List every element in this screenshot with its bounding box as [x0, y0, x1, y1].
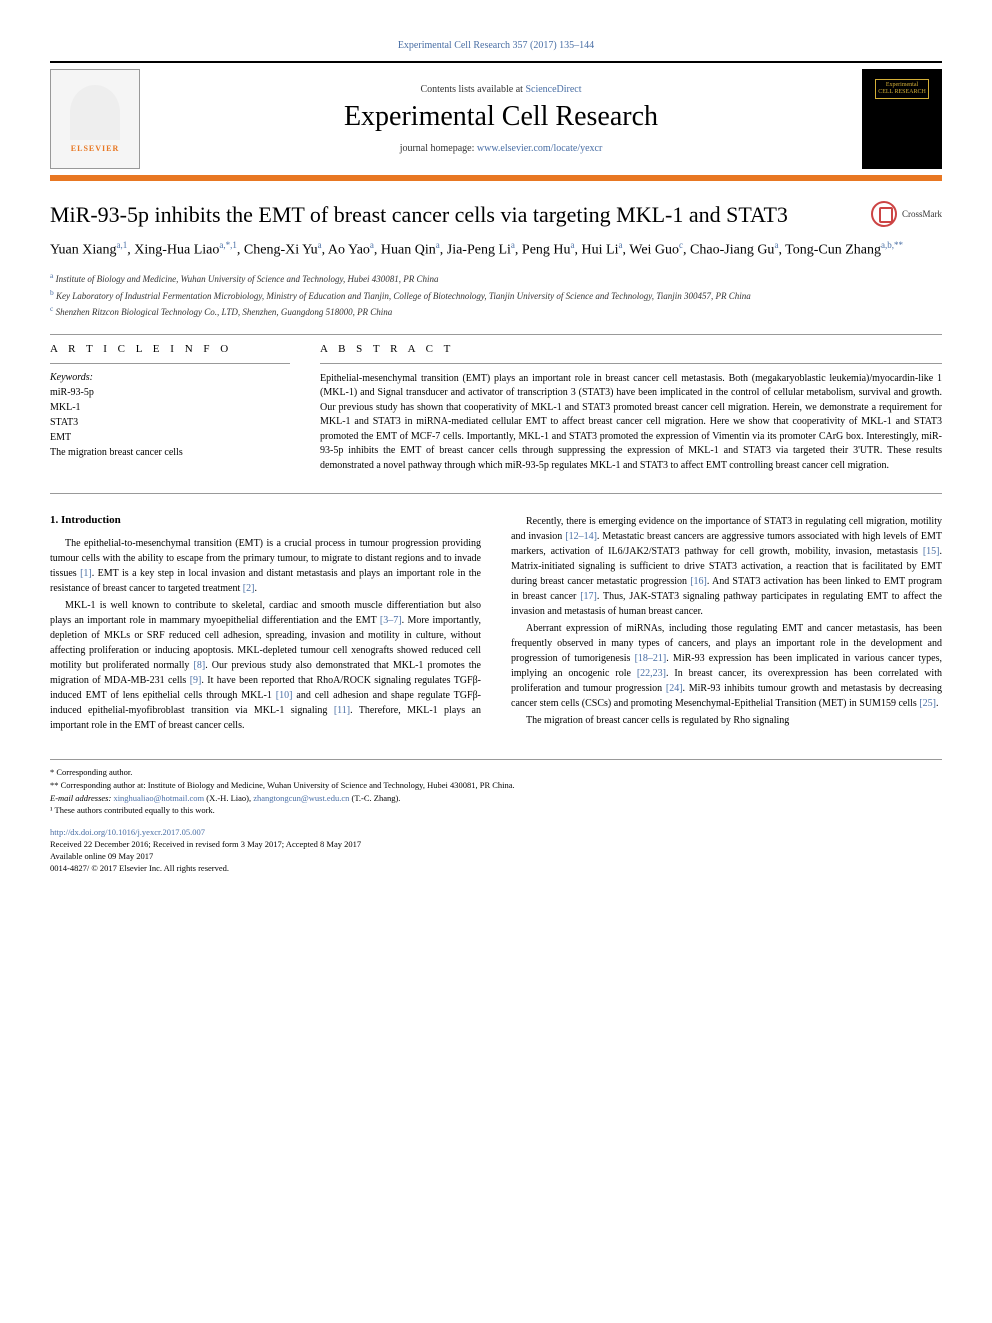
affiliation-item: c Shenzhen Ritzcon Biological Technology…	[50, 303, 942, 320]
body-paragraph: The migration of breast cancer cells is …	[511, 713, 942, 728]
citation-link[interactable]: [25]	[919, 698, 936, 709]
header-citation: Experimental Cell Research 357 (2017) 13…	[50, 40, 942, 51]
article-info-heading: A R T I C L E I N F O	[50, 343, 290, 355]
citation-link[interactable]: [1]	[80, 568, 92, 579]
citation-link[interactable]: [2]	[243, 583, 255, 594]
affiliations: a Institute of Biology and Medicine, Wuh…	[50, 270, 942, 320]
abstract-block: A B S T R A C T Epithelial-mesenchymal t…	[320, 343, 942, 474]
received-line: Received 22 December 2016; Received in r…	[50, 839, 361, 849]
affiliation-item: b Key Laboratory of Industrial Fermentat…	[50, 287, 942, 304]
elsevier-tree-icon	[70, 85, 120, 140]
author-list: Yuan Xianga,1, Xing-Hua Liaoa,*,1, Cheng…	[50, 239, 942, 261]
keywords-list: miR-93-5pMKL-1STAT3EMTThe migration brea…	[50, 385, 290, 460]
doi-link[interactable]: http://dx.doi.org/10.1016/j.yexcr.2017.0…	[50, 827, 205, 837]
email-line: E-mail addresses: xinghualiao@hotmail.co…	[50, 792, 942, 805]
body-paragraph: MKL-1 is well known to contribute to ske…	[50, 598, 481, 733]
keyword-item: STAT3	[50, 415, 290, 430]
citation-link[interactable]: [8]	[194, 660, 206, 671]
citation-link[interactable]: [17]	[580, 591, 597, 602]
contents-line: Contents lists available at ScienceDirec…	[140, 84, 862, 95]
abstract-text: Epithelial-mesenchymal transition (EMT) …	[320, 372, 942, 474]
divider	[50, 493, 942, 494]
body-paragraph: The epithelial-to-mesenchymal transition…	[50, 536, 481, 596]
affiliation-item: a Institute of Biology and Medicine, Wuh…	[50, 270, 942, 287]
citation-link[interactable]: [9]	[190, 675, 202, 686]
divider	[320, 363, 942, 364]
divider	[50, 334, 942, 335]
citation-link[interactable]: Experimental Cell Research 357 (2017) 13…	[398, 40, 594, 51]
keywords-label: Keywords:	[50, 372, 290, 383]
body-paragraph: Aberrant expression of miRNAs, including…	[511, 621, 942, 711]
body-column-left: 1. Introduction The epithelial-to-mesenc…	[50, 514, 481, 735]
equal-contrib-note: ¹ These authors contributed equally to t…	[50, 804, 942, 817]
citation-link[interactable]: [15]	[923, 546, 940, 557]
keyword-item: miR-93-5p	[50, 385, 290, 400]
journal-cover-thumbnail: Experimental CELL RESEARCH	[862, 69, 942, 169]
corr-author-note: * Corresponding author.	[50, 766, 942, 779]
journal-homepage: journal homepage: www.elsevier.com/locat…	[140, 143, 862, 154]
cover-label: Experimental CELL RESEARCH	[875, 79, 929, 99]
elsevier-logo: ELSEVIER	[50, 69, 140, 169]
online-line: Available online 09 May 2017	[50, 851, 153, 861]
body-paragraph: Recently, there is emerging evidence on …	[511, 514, 942, 619]
crossmark-badge[interactable]: CrossMark	[871, 201, 942, 227]
elsevier-label: ELSEVIER	[71, 144, 119, 153]
body-column-right: Recently, there is emerging evidence on …	[511, 514, 942, 735]
keyword-item: The migration breast cancer cells	[50, 445, 290, 460]
citation-link[interactable]: [10]	[276, 690, 293, 701]
abstract-heading: A B S T R A C T	[320, 343, 942, 355]
citation-link[interactable]: [12–14]	[565, 531, 597, 542]
citation-link[interactable]: [16]	[690, 576, 707, 587]
citation-link[interactable]: [11]	[334, 705, 350, 716]
citation-link[interactable]: [18–21]	[635, 653, 667, 664]
journal-name: Experimental Cell Research	[140, 101, 862, 133]
footnotes-block: * Corresponding author. ** Corresponding…	[50, 759, 942, 875]
sciencedirect-link[interactable]: ScienceDirect	[525, 84, 581, 95]
intro-heading: 1. Introduction	[50, 514, 481, 526]
citation-link[interactable]: [3–7]	[380, 615, 402, 626]
article-title: MiR-93-5p inhibits the EMT of breast can…	[50, 201, 861, 229]
email-link-2[interactable]: zhangtongcun@wust.edu.cn	[253, 793, 349, 803]
corr-author-note-2: ** Corresponding author at: Institute of…	[50, 779, 942, 792]
journal-banner: ELSEVIER Contents lists available at Sci…	[50, 61, 942, 181]
copyright-line: 0014-4827/ © 2017 Elsevier Inc. All righ…	[50, 863, 229, 873]
citation-link[interactable]: [22,23]	[637, 668, 666, 679]
citation-link[interactable]: [24]	[666, 683, 683, 694]
homepage-link[interactable]: www.elsevier.com/locate/yexcr	[477, 143, 602, 154]
keyword-item: EMT	[50, 430, 290, 445]
crossmark-icon	[871, 201, 897, 227]
email-link-1[interactable]: xinghualiao@hotmail.com	[113, 793, 204, 803]
keyword-item: MKL-1	[50, 400, 290, 415]
article-info-block: A R T I C L E I N F O Keywords: miR-93-5…	[50, 343, 290, 474]
divider	[50, 363, 290, 364]
